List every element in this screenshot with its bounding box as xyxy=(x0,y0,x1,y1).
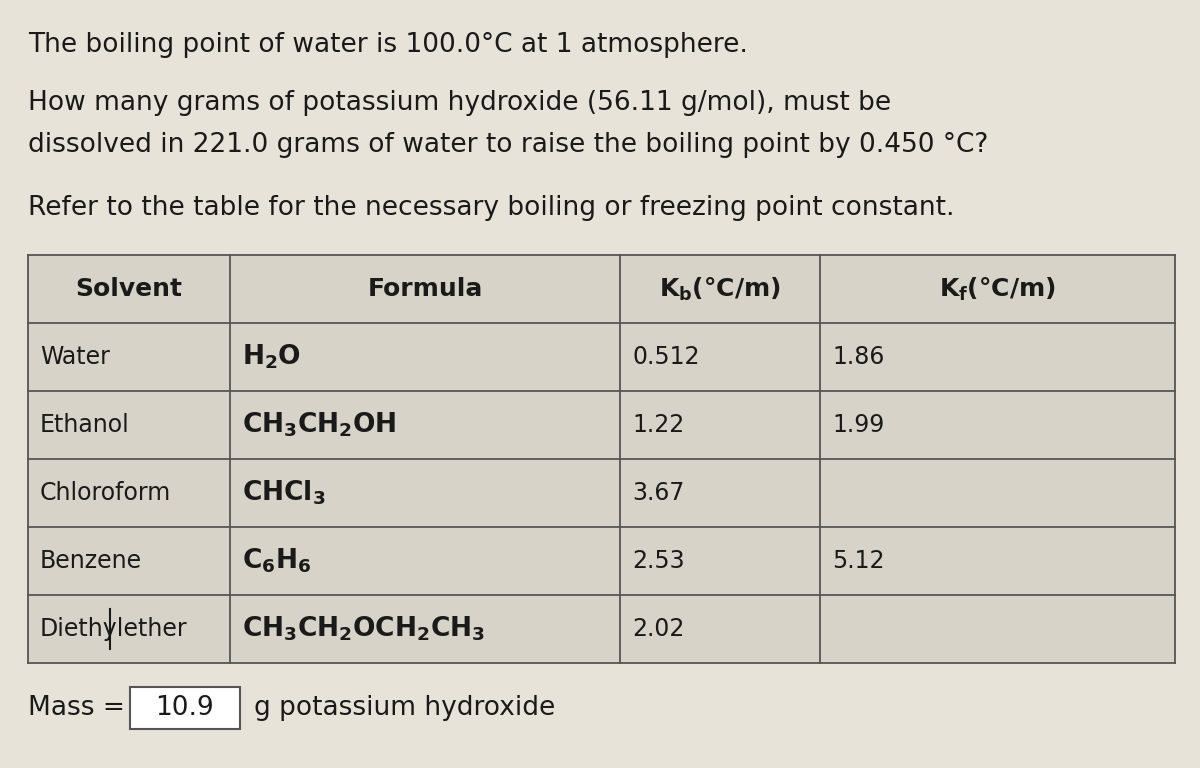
Text: 1.99: 1.99 xyxy=(832,413,884,437)
Text: $\mathbf{CH_3CH_2OCH_2CH_3}$: $\mathbf{CH_3CH_2OCH_2CH_3}$ xyxy=(242,614,485,644)
Text: Chloroform: Chloroform xyxy=(40,481,172,505)
Text: ether: ether xyxy=(116,617,187,641)
Text: The boiling point of water is 100.0°C at 1 atmosphere.: The boiling point of water is 100.0°C at… xyxy=(28,32,748,58)
Text: 2.53: 2.53 xyxy=(632,549,685,573)
Bar xyxy=(620,323,820,391)
Text: $\mathbf{C_6H_6}$: $\mathbf{C_6H_6}$ xyxy=(242,547,312,575)
Bar xyxy=(28,323,230,391)
Bar xyxy=(28,459,230,527)
Bar xyxy=(620,527,820,595)
Bar xyxy=(820,391,1175,459)
Text: 10.9: 10.9 xyxy=(156,695,215,721)
Text: $\mathbf{H_2O}$: $\mathbf{H_2O}$ xyxy=(242,343,301,371)
Bar xyxy=(820,323,1175,391)
Text: Refer to the table for the necessary boiling or freezing point constant.: Refer to the table for the necessary boi… xyxy=(28,195,954,221)
Bar xyxy=(620,391,820,459)
Text: $\mathbf{K_f}$$\mathbf{(°C/m)}$: $\mathbf{K_f}$$\mathbf{(°C/m)}$ xyxy=(940,276,1056,303)
Bar xyxy=(820,527,1175,595)
Text: dissolved in 221.0 grams of water to raise the boiling point by 0.450 °C?: dissolved in 221.0 grams of water to rai… xyxy=(28,132,989,158)
Text: Mass =: Mass = xyxy=(28,695,133,721)
Bar xyxy=(28,391,230,459)
Bar xyxy=(820,255,1175,323)
Text: Water: Water xyxy=(40,345,110,369)
Bar xyxy=(820,595,1175,663)
Bar xyxy=(230,391,620,459)
Text: Diethyl: Diethyl xyxy=(40,617,125,641)
Text: 0.512: 0.512 xyxy=(632,345,700,369)
Bar xyxy=(230,255,620,323)
Bar xyxy=(620,255,820,323)
Bar xyxy=(28,527,230,595)
Bar xyxy=(620,459,820,527)
Bar xyxy=(230,323,620,391)
Text: 3.67: 3.67 xyxy=(632,481,684,505)
Bar xyxy=(230,459,620,527)
Text: Benzene: Benzene xyxy=(40,549,142,573)
Text: 1.22: 1.22 xyxy=(632,413,684,437)
Text: $\mathbf{CH_3CH_2OH}$: $\mathbf{CH_3CH_2OH}$ xyxy=(242,411,397,439)
Text: Ethanol: Ethanol xyxy=(40,413,130,437)
Text: Formula: Formula xyxy=(367,277,482,301)
Text: 1.86: 1.86 xyxy=(832,345,884,369)
Text: 2.02: 2.02 xyxy=(632,617,684,641)
Bar xyxy=(230,595,620,663)
Bar xyxy=(28,595,230,663)
Text: $\mathbf{K_b}$$\mathbf{(°C/m)}$: $\mathbf{K_b}$$\mathbf{(°C/m)}$ xyxy=(659,276,781,303)
Text: $\mathbf{CHCl_3}$: $\mathbf{CHCl_3}$ xyxy=(242,478,325,507)
Text: How many grams of potassium hydroxide (56.11 g/mol), must be: How many grams of potassium hydroxide (5… xyxy=(28,90,892,116)
Text: Solvent: Solvent xyxy=(76,277,182,301)
Bar xyxy=(130,687,240,729)
Text: g potassium hydroxide: g potassium hydroxide xyxy=(254,695,556,721)
Bar xyxy=(28,255,230,323)
Bar xyxy=(620,595,820,663)
Bar xyxy=(820,459,1175,527)
Text: 5.12: 5.12 xyxy=(832,549,884,573)
Bar xyxy=(230,527,620,595)
